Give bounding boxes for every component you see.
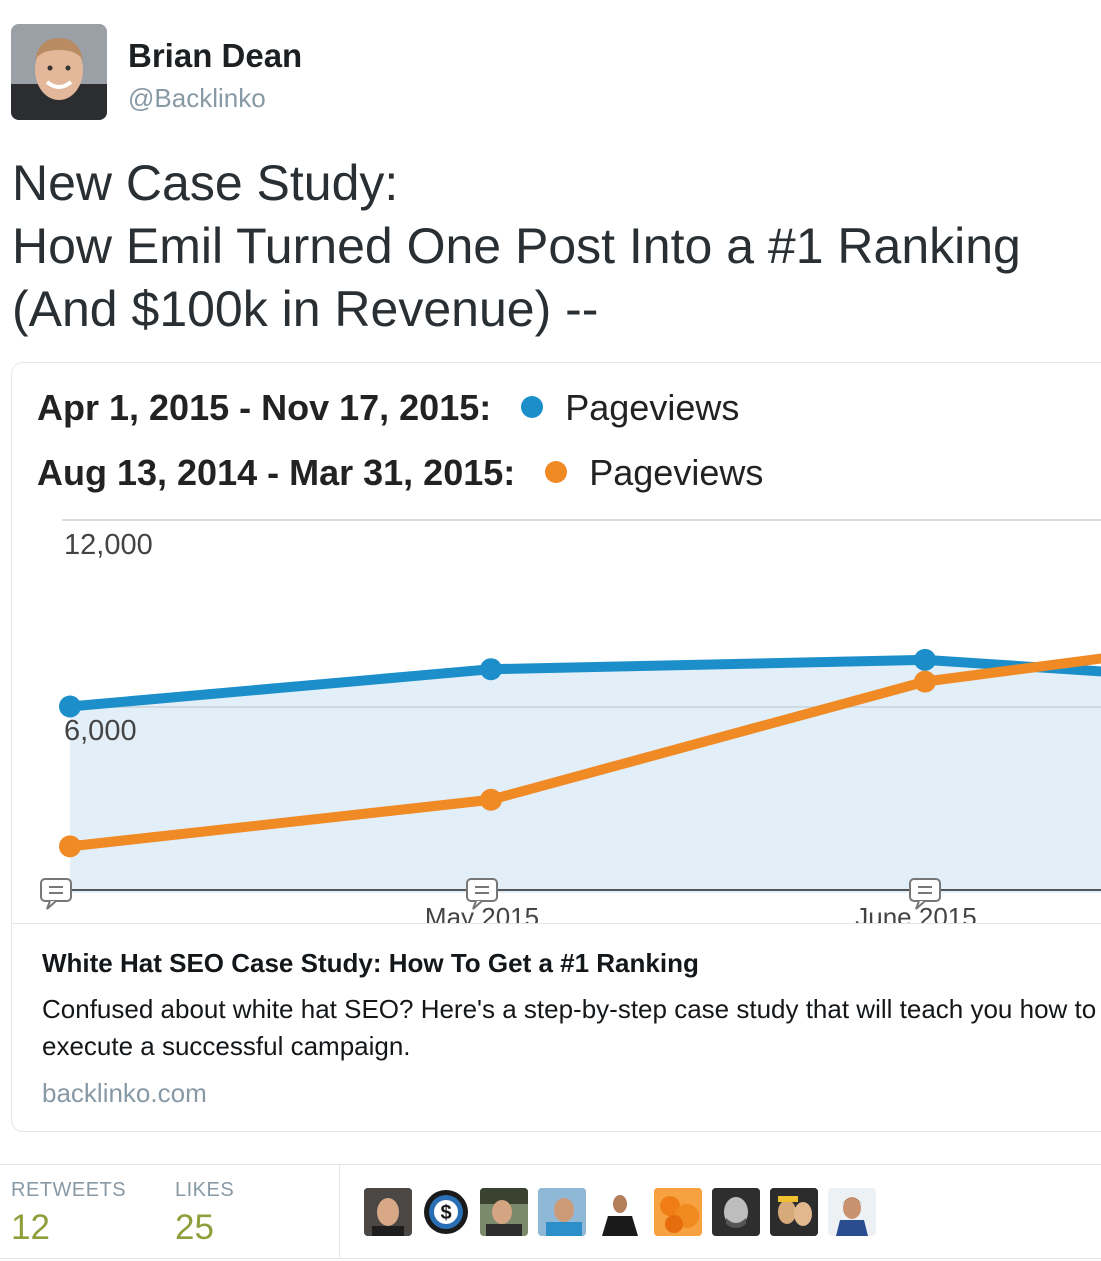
divider	[0, 1258, 1101, 1259]
tweet-line: How Emil Turned One Post Into a #1 Ranki…	[12, 218, 1021, 274]
card-image-chart: Apr 1, 2015 - Nov 17, 2015: Pageviews Aug…	[12, 363, 1101, 923]
liker-avatar[interactable]	[654, 1188, 702, 1236]
liker-avatar[interactable]	[712, 1188, 760, 1236]
data-point	[914, 670, 936, 693]
legend-dot	[545, 461, 568, 484]
legend-range: Aug 13, 2014 - Mar 31, 2015:	[37, 452, 516, 493]
likes-count: 25	[175, 1208, 214, 1247]
tweet-line: (And $100k in Revenue) --	[12, 281, 599, 337]
divider	[339, 1164, 340, 1258]
divider	[0, 1164, 1101, 1165]
tweet-text: New Case Study: How Emil Turned One Post…	[12, 152, 1097, 341]
line-chart: 12,000 6,000 May 2015 June 2015	[40, 519, 1101, 923]
card-title[interactable]: White Hat SEO Case Study: How To Get a #…	[42, 948, 699, 978]
card-domain[interactable]: backlinko.com	[42, 1078, 207, 1108]
liker-avatar[interactable]	[480, 1188, 528, 1236]
series-line-1	[69, 653, 1101, 852]
annotation-marker	[40, 878, 72, 910]
likes-stat[interactable]: LIKES 25	[175, 1178, 234, 1250]
author-name[interactable]: Brian Dean	[128, 37, 303, 74]
y-tick-label: 12,000	[64, 529, 153, 561]
liker-avatar[interactable]	[364, 1188, 412, 1236]
author-handle[interactable]: @Backlinko	[128, 83, 266, 113]
retweets-stat[interactable]: RETWEETS 12	[11, 1178, 126, 1250]
tweet-line: New Case Study:	[12, 155, 399, 211]
svg-text:$: $	[440, 1202, 451, 1224]
legend-dot	[521, 396, 544, 419]
likes-label: LIKES	[175, 1179, 235, 1201]
retweets-label: RETWEETS	[11, 1179, 127, 1201]
liker-avatar[interactable]	[828, 1188, 876, 1236]
legend-label: Pageviews	[589, 452, 764, 493]
legend-range: Apr 1, 2015 - Nov 17, 2015:	[37, 387, 492, 428]
liker-avatar[interactable]	[770, 1188, 818, 1236]
legend-entry: Apr 1, 2015 - Nov 17, 2015: Pageviews	[37, 383, 739, 433]
legend-label: Pageviews	[565, 387, 740, 428]
liker-avatar[interactable]	[538, 1188, 586, 1236]
x-tick-label: June 2015	[855, 902, 976, 923]
x-tick-label: May 2015	[425, 902, 539, 923]
retweets-count: 12	[11, 1208, 50, 1247]
data-point	[59, 835, 81, 858]
data-point	[59, 695, 81, 718]
liker-avatar[interactable]: $	[422, 1188, 470, 1236]
liker-avatar[interactable]	[596, 1188, 644, 1236]
legend-entry: Aug 13, 2014 - Mar 31, 2015: Pageviews	[37, 448, 763, 498]
author-avatar[interactable]	[11, 24, 107, 120]
data-point	[914, 648, 936, 671]
card-description: Confused about white hat SEO? Here's a s…	[42, 994, 1097, 1061]
y-tick-label: 6,000	[64, 715, 137, 747]
data-point	[480, 658, 502, 681]
annotation-marker	[909, 878, 941, 910]
data-point	[480, 788, 502, 811]
link-card[interactable]: Apr 1, 2015 - Nov 17, 2015: Pageviews Aug…	[11, 362, 1101, 1132]
annotation-marker	[466, 878, 498, 910]
